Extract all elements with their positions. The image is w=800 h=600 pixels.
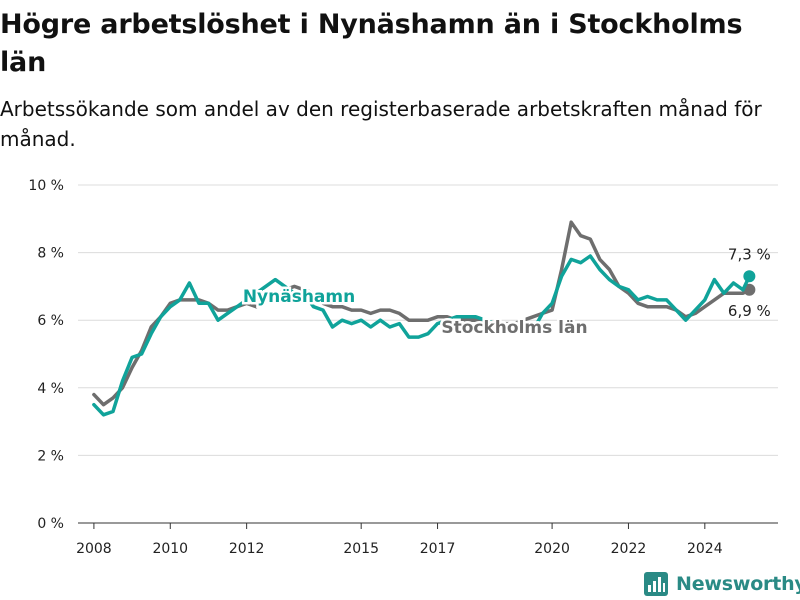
x-tick-label: 2008 xyxy=(76,541,112,557)
series-labels: Nynäshamn Stockholms län 7,3 % 6,9 % xyxy=(240,245,771,340)
y-tick-label: 0 % xyxy=(37,516,64,532)
series-line-stockholms-lan xyxy=(92,220,752,407)
y-tick-label: 2 % xyxy=(37,448,64,464)
end-label-nynashamn: 7,3 % xyxy=(728,245,771,263)
x-tick-label: 2010 xyxy=(152,541,188,557)
series-line-nynashamn xyxy=(92,254,752,417)
end-label-stockholms-lan: 6,9 % xyxy=(728,302,771,320)
y-tick-label: 8 % xyxy=(37,246,64,262)
gridlines xyxy=(78,184,778,524)
end-point-nynashamn xyxy=(743,270,756,283)
brand-name: Newsworthy xyxy=(676,573,800,595)
y-axis-ticks: 0 % 2 % 4 % 6 % 8 % 10 % xyxy=(28,178,64,532)
x-tick-label: 2024 xyxy=(687,541,723,557)
y-tick-label: 4 % xyxy=(37,381,64,397)
series-label-stockholms-lan: Stockholms län xyxy=(441,318,587,338)
x-tick-label: 2022 xyxy=(611,541,647,557)
y-tick-label: 10 % xyxy=(28,178,64,194)
chart-subtitle: Arbetssökande som andel av den registerb… xyxy=(0,97,762,151)
chart-title: Högre arbetslöshet i Nynäshamn än i Stoc… xyxy=(0,9,743,78)
newsworthy-logo-icon xyxy=(644,572,668,596)
x-axis-ticks: 2008 2010 2012 2015 2017 2020 2022 2024 xyxy=(76,522,778,557)
x-tick-label: 2017 xyxy=(420,541,456,557)
x-tick-label: 2015 xyxy=(343,541,379,557)
series-lines xyxy=(92,220,756,417)
y-tick-label: 6 % xyxy=(37,313,64,329)
series-label-nynashamn: Nynäshamn xyxy=(243,287,355,307)
x-tick-label: 2012 xyxy=(229,541,265,557)
x-tick-label: 2020 xyxy=(534,541,570,557)
brand-logo: Newsworthy xyxy=(644,568,800,600)
